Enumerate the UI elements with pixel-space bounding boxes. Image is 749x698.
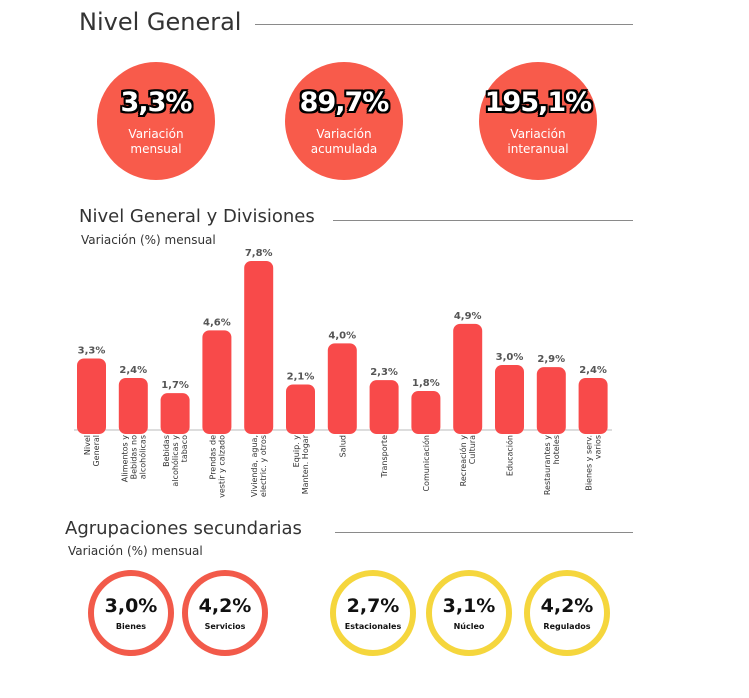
ring-bienes-value: 3,0% [104,595,158,617]
category-label-line: tabaco [180,435,189,462]
category-label-line: Vivienda, agua, [250,435,259,497]
bar-9 [453,323,483,434]
ring-regulados: 4,2% Regulados [524,570,610,656]
category-label: Comunicación [421,435,431,492]
bar-value-label: 2,4% [579,365,607,376]
ring-nucleo: 3,1% Núcleo [426,570,512,656]
divisions-subtitle: Variación (%) mensual [81,233,216,247]
category-label-line: Equip. y [292,435,301,468]
category-label-line: Transporte [380,435,389,479]
ring-servicios-value: 4,2% [198,595,252,617]
ring-bienes-label: Bienes [115,622,147,631]
bar-value-label: 4,9% [454,311,482,322]
bar-value-label: 2,9% [537,354,565,365]
bar-12 [578,378,608,434]
category-label-line: alcohólicas [137,435,147,479]
ring-servicios-label: Servicios [204,622,246,631]
ring-nucleo-value: 3,1% [442,595,496,617]
bar-value-label: 1,8% [412,378,440,389]
kpi-accumulated-value: 89,7% [299,87,390,118]
category-label: Restaurantes y hoteles [543,435,561,495]
category-label-line: alcohólicas y [170,435,180,487]
divisions-title: Nivel General y Divisiones [79,206,315,227]
category-label: Nivel General [83,435,101,467]
bar-5 [286,384,315,434]
kpi-accumulated-circle: 89,7% Variación acumulada [285,62,403,180]
secondary-subtitle: Variación (%) mensual [68,544,203,558]
category-label-line: Recreación y [458,435,468,487]
ring-nucleo-label: Núcleo [453,622,485,631]
category-label: Prendas de vestir y calzado [208,435,226,498]
kpi-yearly-value: 195,1% [484,87,592,118]
nivel-general-title: Nivel General [79,8,242,36]
bar-11 [536,367,566,434]
category-label: Alimentos y Bebidas no alcohólicas [120,435,147,482]
category-label-line: Restaurantes y [543,435,552,495]
kpi-monthly-label: Variación mensual [128,127,184,156]
bar-7 [369,380,399,434]
bar-value-label: 4,6% [203,317,231,328]
ring-estacionales: 2,7% Estacionales [330,570,416,656]
category-label-line: Bienes y serv. [585,435,594,491]
bar-10 [495,365,524,434]
category-label-line: Prendas de [208,435,217,480]
category-label-line: Manten. Hogar [301,434,310,494]
ring-regulados-value: 4,2% [540,595,594,617]
kpi-monthly-value: 3,3% [120,87,193,118]
bar-value-label: 3,0% [496,352,524,363]
category-label: Recreación y Cultura [458,435,477,487]
category-label-line: varios [594,435,603,459]
category-label-line: General [92,435,101,467]
ring-estacionales-label: Estacionales [344,622,402,631]
category-label-line: Nivel [83,435,92,455]
nivel-general-divider [255,24,633,25]
kpi-accumulated-label: Variación acumulada [310,127,378,156]
kpi-yearly-label: Variación interanual [507,127,569,156]
ring-estacionales-value: 2,7% [346,595,400,617]
secondary-divider [335,532,633,533]
category-label-line: Comunicación [421,435,431,492]
bar-value-label: 2,4% [119,365,147,376]
ring-bienes: 3,0% Bienes [88,570,174,656]
bar-value-label: 1,7% [161,380,189,391]
category-label-line: vestir y calzado [217,435,226,498]
bar-4 [244,261,274,434]
bar-value-label: 2,3% [370,367,398,378]
category-label: Vivienda, agua, electric. y otros [250,435,268,497]
ring-regulados-label: Regulados [543,622,591,631]
bar-value-label: 3,3% [78,346,106,357]
kpi-monthly-circle: 3,3% Variación mensual [97,62,215,180]
divisions-divider [333,220,633,221]
kpi-yearly-circle: 195,1% Variación interanual [479,62,597,180]
bar-6 [327,343,357,434]
category-label: Transporte [380,435,389,479]
bar-0 [77,358,106,434]
category-label-line: Salud [338,435,347,457]
bar-8 [411,391,441,434]
category-label: Bebidas alcohólicas y tabaco [162,435,189,487]
category-label-line: electric. y otros [259,435,268,497]
category-label: Bienes y serv. varios [585,435,603,491]
category-label-line: Bebidas no [129,435,138,479]
category-label-line: Alimentos y [120,435,129,482]
category-label: Equip. y Manten. Hogar [292,434,310,494]
category-label-line: Educación [505,435,515,476]
bar-2 [160,393,190,434]
category-label-line: hoteles [552,435,561,464]
bar-3 [202,330,232,434]
divisions-bar-chart: 3,3% Nivel General 2,4% Alimentos y Bebidas n… [74,248,612,498]
bar-1 [118,378,148,434]
bar-value-label: 7,8% [245,248,273,259]
category-label-line: Bebidas [162,435,171,467]
bar-value-label: 4,0% [328,330,356,341]
category-label-line: Cultura [468,435,477,464]
ring-servicios: 4,2% Servicios [182,570,268,656]
bar-value-label: 2,1% [287,372,315,383]
secondary-title: Agrupaciones secundarias [65,518,302,539]
category-label: Salud [338,435,347,457]
category-label: Educación [505,435,515,476]
